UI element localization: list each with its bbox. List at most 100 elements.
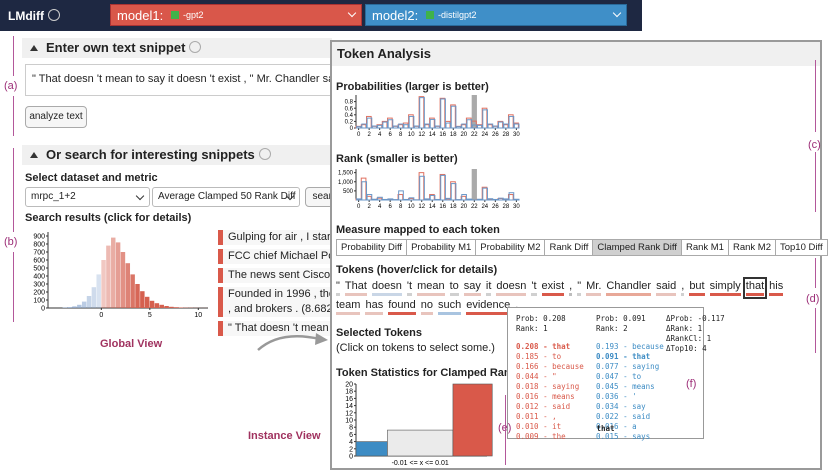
hist-bar [169, 306, 174, 308]
collapse-icon [30, 152, 38, 158]
y-tick-label: 1,000 [338, 180, 354, 186]
tooltip-top-item: 0.036 - ' [596, 392, 637, 401]
tooltip-top-item: 0.034 - say [596, 402, 646, 411]
tooltip-top-item: 0.166 - because [516, 362, 584, 371]
measure-button[interactable]: Probability Diff [336, 239, 408, 256]
model2-select[interactable]: model2: -distilgpt2 [365, 4, 627, 26]
token[interactable]: his [769, 280, 784, 296]
token[interactable]: to [449, 280, 459, 296]
y-tick-label: 500 [343, 189, 354, 195]
token[interactable]: said [656, 280, 677, 296]
measure-button[interactable]: Clamped Rank Diff [592, 239, 682, 256]
dataset-select[interactable]: mrpc_1+2 [25, 187, 150, 207]
token[interactable]: team [336, 299, 361, 315]
token[interactable]: evidence [466, 299, 511, 315]
y-tick-label: 200 [33, 289, 45, 296]
measure-button[interactable]: Top10 Diff [774, 239, 828, 256]
measure-button[interactable]: Probability M2 [475, 239, 546, 256]
result-text: " That doesn 't mean to [228, 322, 341, 334]
arrow-path [257, 334, 321, 351]
y-tick-label: 600 [33, 257, 45, 264]
x-tick-label: 12 [418, 204, 425, 210]
token[interactable]: " [577, 280, 582, 296]
x-tick-label: 24 [481, 132, 488, 138]
token[interactable]: mean [417, 280, 445, 296]
measure-button[interactable]: Rank M1 [680, 239, 729, 256]
result-item[interactable]: " That doesn 't mean to [218, 321, 341, 336]
bar [466, 119, 473, 129]
instance-panel: Token Analysis Probabilities (larger is … [330, 40, 828, 470]
metric-select[interactable]: Average Clamped 50 Rank Diff [152, 187, 300, 207]
view-label: Instance View [248, 430, 321, 442]
bar [387, 119, 394, 129]
section-header[interactable]: Enter own text snippet [22, 38, 332, 58]
token[interactable]: 't [406, 280, 413, 296]
result-item[interactable]: Gulping for air , I starte [218, 230, 340, 245]
token[interactable]: such [438, 299, 462, 315]
x-tick-label: 14 [429, 132, 436, 138]
token[interactable]: say [463, 280, 481, 296]
y-tick-label: 400 [33, 273, 45, 280]
token[interactable]: " [336, 280, 340, 296]
token[interactable]: simply [709, 280, 741, 296]
token[interactable]: no [420, 299, 433, 315]
token[interactable]: has [365, 299, 384, 315]
x-axis-label: -0.01 <= x <= 0.01 [392, 460, 449, 467]
measure-button[interactable]: Rank Diff [544, 239, 594, 256]
bar [355, 441, 388, 457]
bracket-line [13, 148, 14, 232]
bar [482, 187, 488, 201]
token[interactable]: That [344, 280, 367, 296]
token[interactable]: Chandler [606, 280, 652, 296]
tooltip-top-item: 0.185 - to [516, 352, 562, 361]
tooltip-line: Rank: 1 [516, 324, 548, 333]
text-input[interactable]: " That doesn 't mean to say it doesn 't … [25, 64, 345, 96]
x-tick-label: 2 [367, 132, 371, 138]
token[interactable]: found [388, 299, 416, 315]
token[interactable]: doesn [371, 280, 402, 296]
hist-bar [125, 263, 131, 308]
model1-select[interactable]: model1: -gpt2 [110, 4, 362, 26]
info-icon[interactable] [258, 148, 271, 160]
tooltip-top-item: 0.012 - said [516, 402, 571, 411]
token[interactable]: that [742, 277, 768, 299]
result-text: Gulping for air , I starte [228, 231, 340, 243]
y-tick-label: 700 [33, 249, 45, 256]
bar [445, 122, 452, 129]
token[interactable]: but [689, 280, 705, 296]
hist-bar [149, 300, 155, 308]
hist-bar [111, 237, 116, 308]
tooltip-top-item: 0.193 - because [596, 342, 664, 351]
y-tick-label: 0.8 [345, 100, 354, 106]
x-tick-label: 30 [513, 132, 520, 138]
info-icon[interactable] [47, 9, 60, 21]
y-tick-label: 18 [345, 389, 353, 396]
result-item[interactable]: Founded in 1996 , the L , and brokers . (… [218, 287, 344, 317]
hist-bar [130, 274, 135, 308]
hist-bar [86, 296, 92, 308]
token[interactable]: exist [541, 280, 565, 296]
token[interactable]: it [485, 280, 492, 296]
info-icon[interactable] [189, 41, 202, 53]
section-header[interactable]: Or search for interesting snippets [22, 145, 332, 165]
bar [434, 198, 441, 201]
y-tick-label: 2 [349, 446, 353, 453]
annotation: (f) [686, 378, 697, 390]
token[interactable]: , [681, 280, 685, 296]
measure-button[interactable]: Probability M1 [406, 239, 477, 256]
token[interactable]: doesn [496, 280, 527, 296]
token[interactable]: 't [531, 280, 537, 296]
bracket-line [815, 258, 816, 288]
result-item[interactable]: FCC chief Michael Powe [218, 249, 348, 264]
bar [434, 125, 441, 129]
bar [513, 123, 520, 129]
analyze-button[interactable]: analyze text [25, 106, 87, 128]
token[interactable]: Mr. [586, 280, 602, 296]
bar [361, 181, 368, 201]
token[interactable]: , [569, 280, 573, 296]
result-item[interactable]: The news sent Cisco sh [218, 268, 345, 283]
measure-button[interactable]: Rank M2 [727, 239, 776, 256]
model2-label: model2: [372, 8, 419, 23]
view-label: Global View [100, 338, 163, 350]
